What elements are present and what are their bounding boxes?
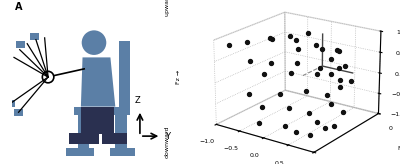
Polygon shape: [118, 41, 130, 107]
Bar: [115, 115, 127, 151]
Text: Fz →: Fz →: [176, 70, 181, 84]
Bar: [78, 115, 89, 151]
Text: Y: Y: [165, 132, 170, 141]
Text: Fy: Fy: [397, 146, 400, 151]
Bar: [110, 148, 135, 156]
Bar: [66, 148, 94, 156]
Polygon shape: [74, 107, 130, 115]
Circle shape: [82, 30, 106, 55]
Bar: [14, 109, 23, 116]
Bar: [16, 41, 25, 48]
Bar: [69, 133, 99, 144]
Polygon shape: [81, 107, 97, 134]
Bar: [6, 100, 15, 107]
Text: Z: Z: [134, 96, 140, 105]
Polygon shape: [81, 57, 115, 107]
Text: downward: downward: [165, 125, 170, 157]
Bar: [102, 133, 127, 144]
Bar: [30, 33, 39, 40]
Text: upward: upward: [165, 0, 170, 16]
Text: A: A: [15, 2, 23, 12]
Polygon shape: [97, 107, 114, 134]
